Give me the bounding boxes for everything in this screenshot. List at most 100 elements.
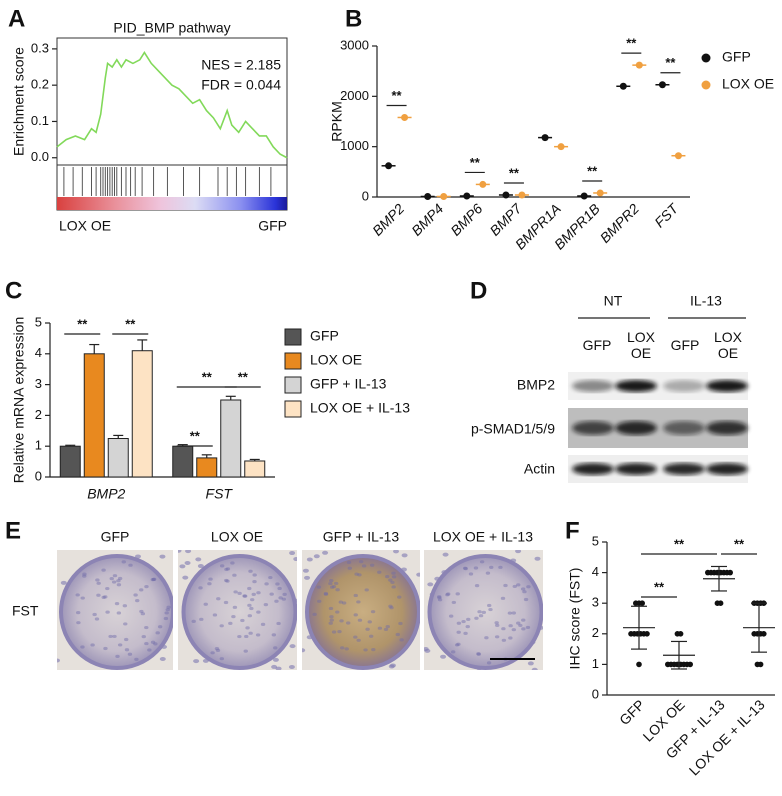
point [674,152,682,160]
cell [474,616,479,620]
cell [393,550,400,554]
point [757,661,764,668]
cell [468,572,474,576]
histology-image [302,550,420,670]
cell [363,648,368,652]
cell [323,591,329,596]
panel-label: C [5,277,22,304]
cell [116,579,121,583]
cell [94,617,100,621]
legend-marker [284,328,302,346]
cell [339,619,344,623]
cell [231,614,236,619]
cell [247,586,252,591]
cell [391,571,396,575]
cell [461,619,466,624]
y-tick-label: 2000 [340,88,369,103]
cell [195,557,202,562]
cell [116,583,122,587]
lane-label: LOX OE [713,329,742,361]
cell [124,637,129,642]
cell [225,579,230,583]
annotation: NES = 2.185 [201,57,281,73]
cell [80,596,85,600]
column-label: GFP + IL-13 [323,529,400,545]
y-tick-label: 3 [35,376,42,391]
cell [338,600,344,604]
cell [95,578,100,582]
cell [219,564,225,568]
column-label: GFP [101,529,130,545]
cell [456,630,461,634]
x-tick-label: FST [651,199,682,230]
significance-label: ** [202,369,213,384]
cell [159,657,166,662]
cell [240,618,245,623]
cell [276,621,281,626]
cell [391,575,397,579]
cell [124,648,130,652]
cell [144,585,149,589]
blot-band [572,421,614,435]
cell [275,582,280,586]
cell [448,614,454,618]
cell [268,575,273,580]
cell [255,633,261,637]
point [541,134,549,142]
cell [152,577,157,581]
cell [481,610,487,614]
cell [116,611,122,615]
row-label: BMP2 [517,377,555,393]
cell [495,623,500,627]
cell [367,620,372,624]
cell [370,610,376,614]
cell [92,612,97,617]
cell [479,560,485,564]
cell [388,604,393,608]
legend-marker [701,53,711,63]
cell [207,582,212,586]
lane-label: GFP [582,337,612,353]
x-tick-label: BMP6 [447,200,485,238]
cell [293,557,297,562]
cell [442,552,449,557]
cell [163,616,169,621]
cell [135,598,140,603]
x-tick-label: BMP2 [87,486,125,502]
blot-band [706,463,748,475]
y-tick-label: 2 [592,625,599,640]
cell [329,618,334,622]
cell [341,601,347,605]
cell [323,592,329,596]
point [596,189,604,197]
cell [312,612,317,616]
cell [216,597,221,601]
cell [256,591,261,595]
significance-label: ** [392,88,403,103]
significance-label: ** [77,316,88,331]
cell [133,593,138,597]
legend-label: GFP [722,49,751,65]
cell [76,621,81,625]
cell [518,623,523,628]
point [424,192,432,200]
cell [358,560,364,564]
cell [242,594,248,598]
cell [356,600,361,604]
cell [397,595,402,599]
cell [526,585,531,589]
cell [121,560,126,564]
blot-band [663,463,705,475]
cell [371,648,376,652]
cell [282,592,287,596]
cell [274,599,279,603]
cell [353,635,358,639]
cell [208,577,213,581]
cell [486,661,492,665]
cell [134,657,139,661]
cell [353,593,358,598]
cell [272,657,279,662]
cell [368,634,374,638]
blot-band [663,380,705,392]
